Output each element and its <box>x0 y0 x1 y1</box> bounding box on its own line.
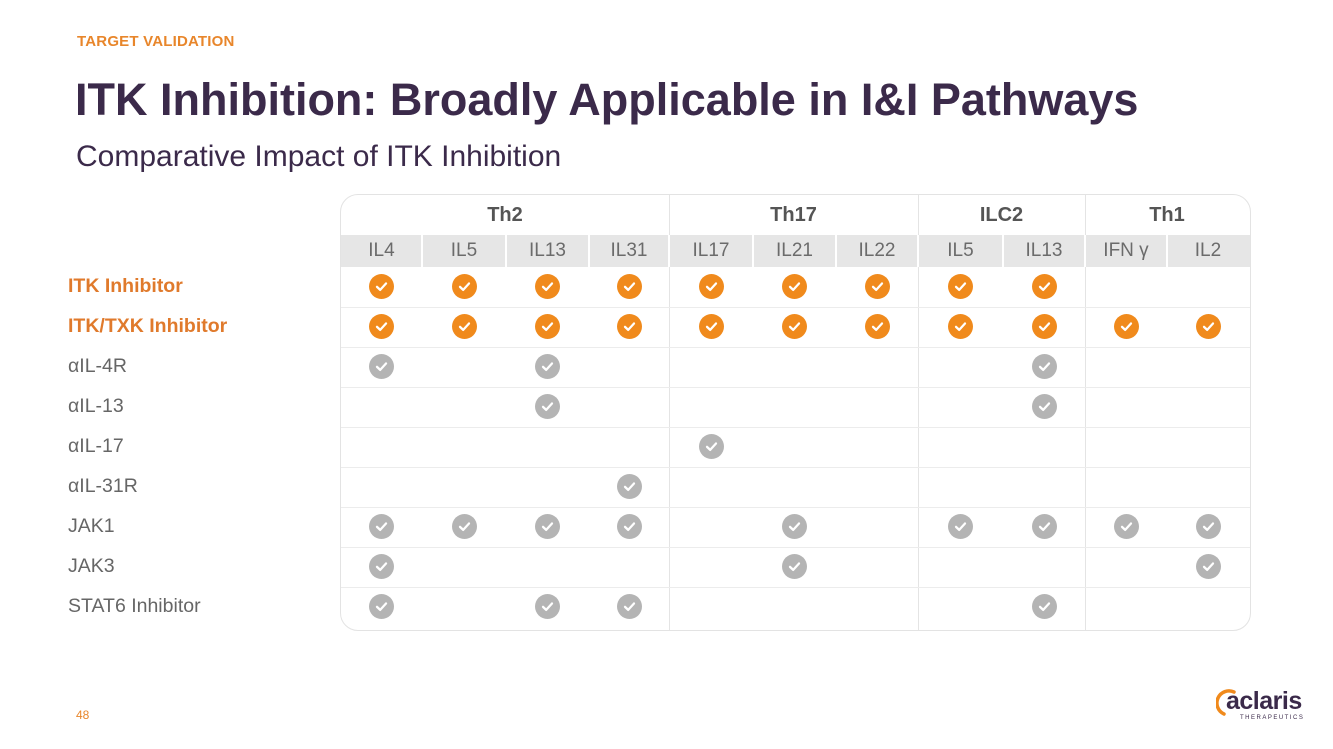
row-label: αIL-31R <box>68 475 138 497</box>
page-number: 48 <box>76 708 90 722</box>
row-divider <box>341 427 1250 428</box>
column-header: IL4 <box>368 240 395 261</box>
group-header: Th1 <box>1149 204 1185 226</box>
column-divider <box>1166 235 1168 267</box>
column-header-bar <box>341 235 1250 267</box>
column-header: IL13 <box>529 240 566 261</box>
group-header: ILC2 <box>979 204 1024 226</box>
page-subtitle: Comparative Impact of ITK Inhibition <box>76 140 562 173</box>
check-orange-icon <box>948 314 973 339</box>
column-header: IFN γ <box>1103 240 1149 261</box>
check-gray-icon <box>1031 354 1057 379</box>
check-gray-icon <box>782 514 807 539</box>
check-orange-icon <box>864 314 890 339</box>
column-divider <box>835 235 837 267</box>
check-orange-icon <box>535 314 560 339</box>
check-orange-icon <box>1113 314 1139 339</box>
check-gray-icon <box>535 594 560 619</box>
check-gray-icon <box>535 354 560 379</box>
column-divider <box>505 235 507 267</box>
column-header: IL5 <box>450 240 478 261</box>
check-orange-icon <box>369 314 394 339</box>
check-orange-icon <box>948 274 973 299</box>
check-orange-icon <box>616 314 642 339</box>
column-header: IL13 <box>1025 240 1063 261</box>
group-header: Th2 <box>487 204 523 226</box>
check-gray-icon <box>369 514 394 539</box>
column-header: IL5 <box>947 240 974 261</box>
check-gray-icon <box>535 394 560 419</box>
row-divider <box>341 507 1250 508</box>
column-divider <box>917 235 919 267</box>
column-header: IL22 <box>858 240 896 261</box>
row-label: STAT6 Inhibitor <box>68 595 201 617</box>
column-header: IL31 <box>610 240 648 261</box>
check-orange-icon <box>535 274 560 299</box>
row-divider <box>341 307 1250 308</box>
check-orange-icon <box>864 274 890 299</box>
row-label: αIL-4R <box>68 355 127 377</box>
check-orange-icon <box>451 274 477 299</box>
column-divider <box>752 235 754 267</box>
column-divider <box>421 235 423 267</box>
check-orange-icon <box>1195 314 1221 339</box>
check-gray-icon <box>451 514 477 539</box>
column-divider <box>668 235 670 267</box>
check-gray-icon <box>1031 514 1057 539</box>
row-label: JAK1 <box>68 515 115 537</box>
group-header: Th17 <box>770 204 817 226</box>
row-divider <box>341 467 1250 468</box>
check-orange-icon <box>616 274 642 299</box>
kicker: TARGET VALIDATION <box>77 33 235 50</box>
column-divider <box>1084 235 1086 267</box>
logo-tagline: THERAPEUTICS <box>1240 715 1305 721</box>
row-divider <box>341 347 1250 348</box>
column-header: IL17 <box>692 240 730 261</box>
page-title: ITK Inhibition: Broadly Applicable in I&… <box>75 74 1139 125</box>
row-label: αIL-17 <box>68 435 124 457</box>
row-divider <box>341 587 1250 588</box>
check-orange-icon <box>698 314 724 339</box>
row-divider <box>341 547 1250 548</box>
check-gray-icon <box>369 554 394 579</box>
check-orange-icon <box>369 274 394 299</box>
check-gray-icon <box>1113 514 1139 539</box>
logo-wordmark: aclaris <box>1226 687 1302 715</box>
group-divider <box>669 195 670 630</box>
check-orange-icon <box>698 274 724 299</box>
row-label: ITK Inhibitor <box>68 275 183 297</box>
check-gray-icon <box>698 434 724 459</box>
column-divider <box>1002 235 1004 267</box>
column-header: IL2 <box>1194 240 1222 261</box>
column-header: IL21 <box>776 240 813 261</box>
check-orange-icon <box>782 274 807 299</box>
check-gray-icon <box>369 594 394 619</box>
check-orange-icon <box>1031 274 1057 299</box>
aclaris-arc-icon <box>1216 689 1236 716</box>
check-gray-icon <box>1195 554 1221 579</box>
row-label: JAK3 <box>68 555 115 577</box>
check-gray-icon <box>782 554 807 579</box>
group-divider <box>1085 195 1086 630</box>
check-gray-icon <box>1031 594 1057 619</box>
check-gray-icon <box>616 594 642 619</box>
aclaris-logo: aclaris THERAPEUTICS <box>1216 686 1308 726</box>
check-gray-icon <box>616 474 642 499</box>
check-orange-icon <box>1031 314 1057 339</box>
check-orange-icon <box>782 314 807 339</box>
check-gray-icon <box>948 514 973 539</box>
check-gray-icon <box>1031 394 1057 419</box>
row-label: αIL-13 <box>68 395 124 417</box>
check-gray-icon <box>535 514 560 539</box>
check-gray-icon <box>369 354 394 379</box>
comparison-table: Th2 Th17 ILC2 Th1 IL4 IL5 IL13 IL31 IL17 IL21 IL22… <box>340 194 1251 631</box>
row-label: ITK/TXK Inhibitor <box>68 315 228 337</box>
row-divider <box>341 387 1250 388</box>
group-divider <box>918 195 919 630</box>
column-divider <box>588 235 590 267</box>
check-gray-icon <box>616 514 642 539</box>
check-gray-icon <box>1195 514 1221 539</box>
check-orange-icon <box>451 314 477 339</box>
